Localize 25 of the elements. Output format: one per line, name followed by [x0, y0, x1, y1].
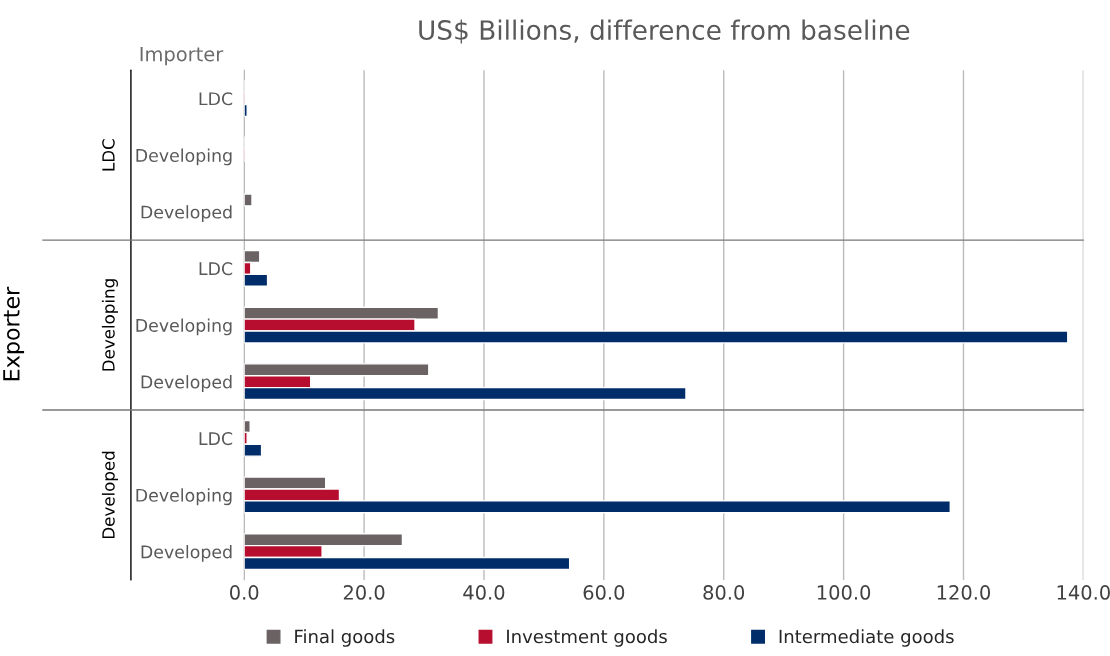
- legend-label: Final goods: [295, 629, 395, 647]
- legend-label: Investment goods: [507, 629, 667, 647]
- bar: [244, 193, 253, 207]
- y-tick-label: Developed: [141, 375, 232, 392]
- x-tick-label: 0.0: [230, 585, 259, 600]
- y-tick-label: LDC: [199, 262, 233, 276]
- x-tick-label: 80.0: [703, 585, 745, 600]
- x-tick-label: 40.0: [463, 585, 505, 600]
- x-tick-label: 60.0: [583, 585, 625, 600]
- x-tick-label: 140.0: [1057, 585, 1110, 600]
- text: LDC: [102, 139, 115, 171]
- x-tick-label: 120.0: [937, 585, 991, 600]
- y-tick-label: Developing: [136, 488, 232, 506]
- y-tick-label: Developed: [141, 205, 232, 222]
- x-tick-label: 20.0: [343, 585, 385, 600]
- y-tick-label: LDC: [199, 92, 233, 106]
- chart-title: US$ Billions, difference from baseline: [419, 19, 910, 44]
- y-tick-label: Developing: [136, 318, 232, 336]
- x-tick-label: 100.0: [817, 585, 871, 600]
- text: Importer: [140, 46, 224, 66]
- y-tick-label: Developed: [141, 544, 232, 562]
- y-tick-label: Developing: [136, 148, 232, 166]
- y-tick-label: LDC: [199, 432, 233, 446]
- legend-label: Intermediate goods: [779, 629, 954, 647]
- text: Exporter: [3, 286, 25, 381]
